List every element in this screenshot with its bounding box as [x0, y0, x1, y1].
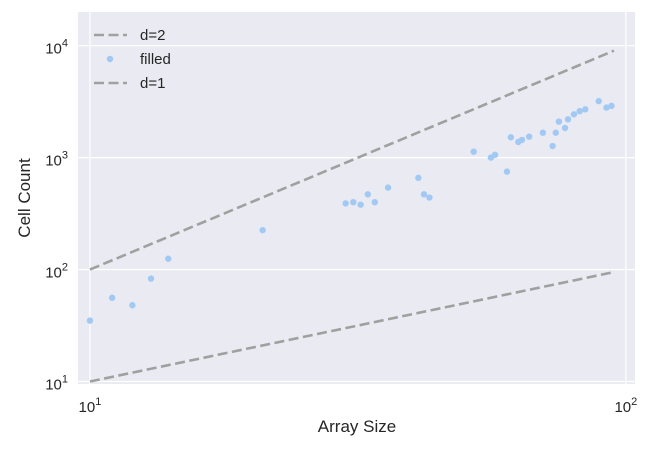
x-tick-label-base: 10	[79, 399, 96, 416]
data-point	[420, 191, 428, 198]
x-tick-label-exponent: 2	[631, 396, 637, 408]
y-axis-label: Cell Count	[15, 158, 34, 238]
data-point	[108, 294, 116, 301]
legend-swatch-point	[106, 55, 114, 63]
data-point	[561, 124, 569, 132]
y-tick-label-base: 10	[45, 265, 62, 282]
x-tick-label-base: 10	[614, 399, 631, 416]
x-tick-label: 101	[79, 396, 102, 416]
data-point	[539, 129, 547, 136]
data-point	[129, 302, 136, 309]
data-point	[384, 184, 392, 191]
data-point	[259, 226, 266, 234]
data-point	[507, 134, 515, 141]
grid-layer	[78, 12, 635, 384]
y-tick-label: 103	[45, 150, 68, 170]
data-point	[426, 194, 433, 201]
x-axis-label: Array Size	[318, 417, 396, 436]
y-tick-label-exponent: 1	[62, 374, 68, 386]
y-tick-label-base: 10	[45, 153, 62, 170]
data-point	[491, 151, 499, 159]
data-point	[555, 118, 563, 125]
y-tick-label: 104	[45, 38, 68, 58]
data-point	[518, 136, 526, 144]
data-point	[595, 97, 602, 105]
legend-label: d=2	[140, 27, 165, 44]
y-tick-label-exponent: 3	[62, 150, 68, 162]
x-tick-label-exponent: 1	[95, 396, 101, 408]
data-point	[582, 106, 589, 113]
data-point	[470, 148, 477, 155]
data-point	[570, 111, 578, 118]
data-point	[552, 129, 559, 136]
series-line-d-1	[89, 270, 615, 383]
data-point	[350, 198, 357, 206]
series-line-d-2	[89, 49, 615, 271]
data-point	[608, 102, 615, 110]
plot-background	[78, 12, 635, 384]
data-point	[147, 275, 155, 282]
data-point	[357, 201, 364, 208]
y-tick-label-exponent: 2	[62, 262, 68, 274]
legend-label: d=1	[140, 75, 165, 92]
data-point	[564, 116, 572, 123]
data-point	[165, 255, 172, 262]
data-point	[415, 174, 422, 182]
data-point	[371, 198, 378, 206]
data-point	[364, 191, 372, 198]
y-tick-label: 102	[45, 262, 68, 282]
data-point	[86, 317, 94, 324]
y-tick-label-exponent: 4	[62, 38, 68, 50]
y-tick-label-base: 10	[45, 41, 62, 58]
data-point	[503, 168, 511, 175]
legend: d=2 filled d=1	[94, 27, 171, 92]
y-tick-label-base: 10	[45, 377, 62, 394]
data-point	[342, 200, 349, 207]
y-tick-label: 101	[45, 374, 68, 394]
data-point	[603, 104, 610, 111]
data-point	[576, 107, 583, 115]
data-point	[549, 142, 556, 150]
legend-label: filled	[140, 51, 171, 68]
data-point	[525, 133, 533, 140]
series-layer	[86, 49, 615, 383]
x-tick-label: 102	[614, 396, 637, 416]
